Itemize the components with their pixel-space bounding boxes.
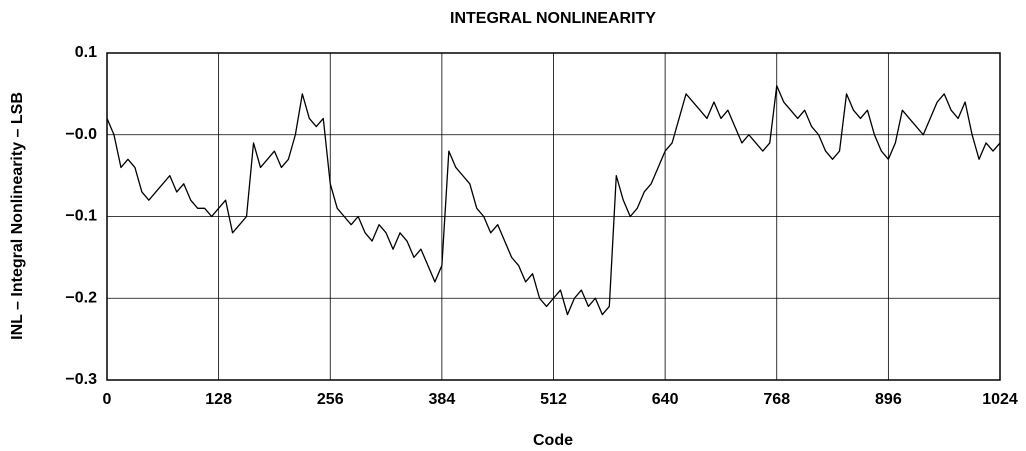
y-tick-label: −0.0: [65, 126, 97, 143]
y-tick-label: −0.3: [65, 371, 97, 388]
chart-title: INTEGRAL NONLINEARITY: [450, 10, 656, 27]
x-tick-label: 384: [429, 391, 456, 408]
x-tick-label: 0: [103, 391, 112, 408]
x-tick-label: 768: [763, 391, 790, 408]
y-tick-label: −0.2: [65, 289, 97, 306]
x-tick-label: 256: [317, 391, 344, 408]
y-tick-label: −0.1: [65, 208, 97, 225]
y-tick-label: 0.1: [75, 44, 97, 61]
x-tick-label: 128: [205, 391, 232, 408]
y-axis-label: INL – Integral Nonlinearity – LSB: [9, 92, 26, 340]
data-line: [106, 85, 1001, 316]
x-axis-label: Code: [533, 432, 573, 449]
x-tick-label: 1024: [982, 391, 1018, 408]
x-tick-label: 896: [875, 391, 902, 408]
x-tick-label: 512: [540, 391, 567, 408]
x-tick-label: 640: [652, 391, 679, 408]
